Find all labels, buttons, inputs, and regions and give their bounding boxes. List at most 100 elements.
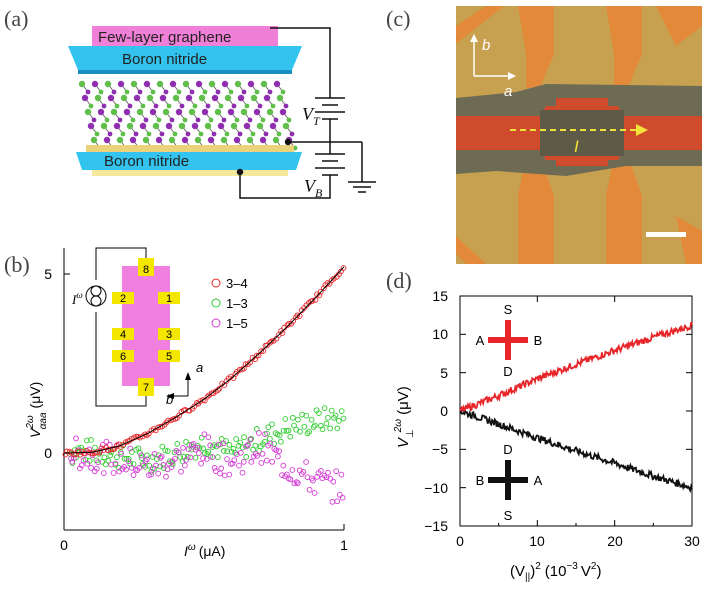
lattice-atom bbox=[114, 103, 120, 109]
marker-1–5 bbox=[183, 457, 189, 463]
marker-1–5 bbox=[153, 462, 159, 469]
marker-1–3 bbox=[138, 455, 145, 461]
marker-3–4 bbox=[340, 265, 347, 271]
lattice-atom bbox=[283, 103, 289, 109]
lattice-atom bbox=[176, 89, 182, 95]
lattice-atom bbox=[244, 103, 250, 109]
marker-1–3 bbox=[201, 450, 208, 457]
marker-1–5 bbox=[334, 498, 341, 505]
marker-1–5 bbox=[218, 465, 225, 472]
lattice-atom bbox=[150, 89, 156, 95]
marker-1–3 bbox=[252, 442, 259, 449]
marker-1–5 bbox=[140, 462, 147, 469]
marker-1–3 bbox=[162, 447, 169, 454]
marker-1–5 bbox=[80, 457, 87, 464]
lattice-atom bbox=[166, 103, 172, 109]
marker-1–5 bbox=[231, 457, 238, 464]
marker-1–5 bbox=[155, 470, 162, 477]
x-axis-label: (V||)2 (10−3 V2) bbox=[510, 561, 601, 583]
marker-1–3 bbox=[297, 428, 303, 435]
marker-1–5 bbox=[112, 460, 119, 467]
lattice-atom bbox=[194, 136, 202, 144]
legend-label-3-4: 3–4 bbox=[226, 276, 248, 291]
marker-1–5 bbox=[245, 441, 251, 448]
marker-1–5 bbox=[123, 466, 129, 473]
y-tick-labels: 15 10 5 0 −5 −10 −15 bbox=[424, 288, 448, 534]
marker-1–3 bbox=[321, 405, 328, 411]
crystal-lattice bbox=[78, 80, 298, 151]
lattice-atom bbox=[98, 89, 104, 95]
lattice-atom bbox=[163, 89, 169, 95]
marker-1–5 bbox=[160, 462, 167, 468]
lattice-atom bbox=[198, 131, 204, 137]
marker-3–4 bbox=[260, 348, 267, 354]
lattice-atom bbox=[227, 108, 235, 116]
plot-frame bbox=[459, 295, 693, 527]
marker-1–3 bbox=[88, 437, 94, 443]
marker-1–5 bbox=[239, 469, 246, 476]
lattice-atom bbox=[129, 136, 137, 144]
svg-text:V⊥2ω(μV): V⊥2ω(μV) bbox=[393, 386, 416, 448]
marker-1–5 bbox=[194, 444, 201, 451]
marker-1–3 bbox=[269, 421, 275, 428]
marker-1–3 bbox=[306, 428, 312, 435]
lattice-atom bbox=[188, 108, 196, 116]
lattice-atom bbox=[189, 89, 195, 95]
marker-1–3 bbox=[192, 454, 199, 461]
lattice-atom bbox=[204, 122, 212, 130]
marker-3–4 bbox=[320, 285, 327, 292]
marker-1–3 bbox=[232, 450, 239, 456]
marker-1–3 bbox=[308, 416, 315, 423]
marker-1–3 bbox=[121, 455, 128, 462]
lattice-atom bbox=[120, 94, 128, 102]
marker-3–4 bbox=[204, 393, 211, 400]
lattice-atom bbox=[233, 136, 241, 144]
lattice-atom bbox=[266, 108, 274, 116]
current-arrow-head bbox=[636, 124, 648, 136]
marker-1–3 bbox=[164, 448, 171, 454]
x-tick-20: 20 bbox=[607, 533, 623, 549]
marker-3–4 bbox=[258, 348, 264, 354]
marker-1–5 bbox=[330, 478, 337, 485]
marker-1–5 bbox=[306, 486, 313, 493]
lattice-atom bbox=[195, 117, 201, 123]
lattice-atom bbox=[240, 108, 248, 116]
lattice-atom bbox=[247, 117, 253, 123]
black-cross-left: B bbox=[476, 473, 485, 488]
marker-1–5 bbox=[198, 460, 204, 467]
legend-label-1-5: 1–5 bbox=[226, 316, 248, 331]
lattice-atom bbox=[260, 80, 268, 88]
marker-1–3 bbox=[146, 462, 153, 469]
transverse-voltage-chart: 15 10 5 0 −5 −10 −15 0 10 20 30 (V||)2 (1… bbox=[393, 288, 700, 583]
marker-1–5 bbox=[310, 477, 316, 484]
lattice-atom bbox=[165, 122, 173, 130]
legend-marker-1-5 bbox=[211, 318, 221, 328]
y-tick-minus-10: −10 bbox=[424, 480, 448, 496]
black-cross-inset: D B A S bbox=[476, 442, 543, 523]
marker-1–3 bbox=[144, 452, 150, 459]
marker-3–4 bbox=[94, 449, 101, 455]
lattice-atom bbox=[124, 89, 130, 95]
marker-1–3 bbox=[325, 414, 331, 421]
marker-3–4 bbox=[133, 433, 140, 440]
lattice-atom bbox=[215, 89, 221, 95]
marker-1–5 bbox=[314, 474, 320, 480]
lattice-atom bbox=[270, 103, 276, 109]
lattice-atom bbox=[257, 103, 263, 109]
marker-1–5 bbox=[248, 459, 255, 465]
marker-1–3 bbox=[105, 458, 112, 464]
lattice-atom bbox=[208, 117, 214, 123]
marker-1–3 bbox=[276, 432, 283, 439]
graphene-label: Few-layer graphene bbox=[98, 29, 231, 46]
bottom-bn-layer bbox=[76, 152, 302, 170]
marker-1–5 bbox=[103, 438, 110, 445]
marker-1–5 bbox=[182, 462, 188, 469]
marker-1–5 bbox=[73, 435, 79, 442]
marker-1–5 bbox=[157, 455, 164, 461]
lattice-atom bbox=[91, 117, 97, 123]
marker-1–5 bbox=[93, 465, 100, 472]
lattice-atom bbox=[195, 80, 203, 88]
marker-1–3 bbox=[304, 430, 311, 437]
marker-1–3 bbox=[157, 463, 163, 470]
lattice-atom bbox=[111, 89, 117, 95]
